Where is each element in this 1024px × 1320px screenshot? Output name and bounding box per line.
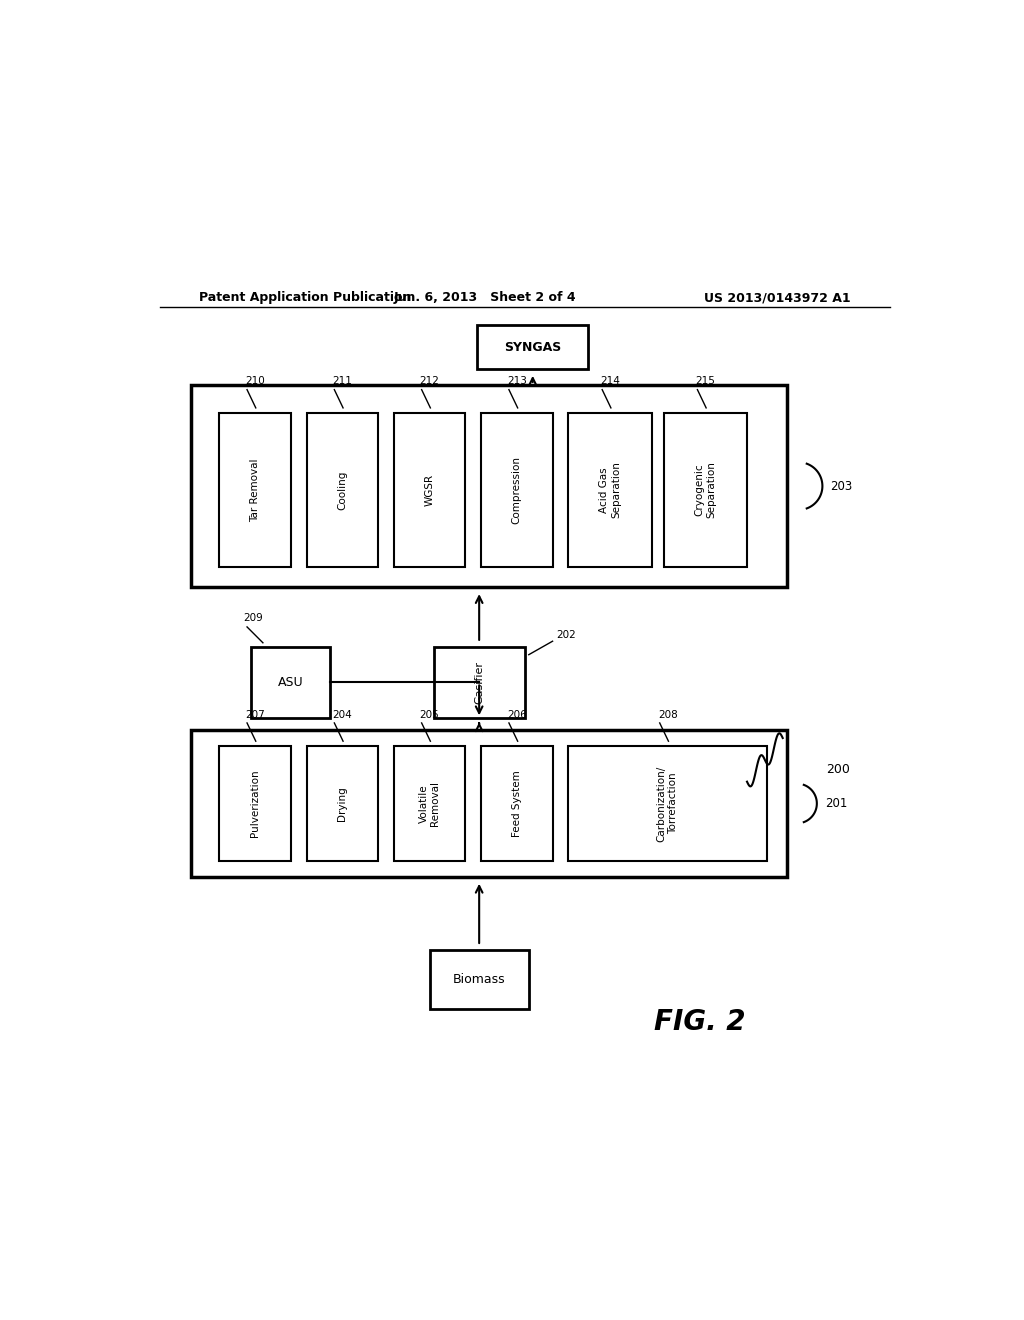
- Text: Drying: Drying: [337, 787, 347, 821]
- FancyBboxPatch shape: [481, 746, 553, 861]
- Text: 209: 209: [243, 612, 263, 623]
- Text: Biomass: Biomass: [453, 973, 506, 986]
- FancyBboxPatch shape: [394, 413, 465, 568]
- Text: FIG. 2: FIG. 2: [653, 1008, 745, 1036]
- Text: 210: 210: [245, 376, 265, 387]
- FancyBboxPatch shape: [191, 730, 786, 876]
- Text: 206: 206: [507, 710, 526, 719]
- FancyBboxPatch shape: [306, 413, 378, 568]
- FancyBboxPatch shape: [430, 950, 528, 1010]
- Text: 212: 212: [420, 376, 439, 387]
- Text: Feed System: Feed System: [512, 770, 522, 837]
- Text: 207: 207: [245, 710, 265, 719]
- Text: 204: 204: [333, 710, 352, 719]
- FancyBboxPatch shape: [219, 746, 291, 861]
- FancyBboxPatch shape: [251, 647, 331, 718]
- Text: Cryogenic
Separation: Cryogenic Separation: [694, 462, 716, 519]
- Text: Jun. 6, 2013   Sheet 2 of 4: Jun. 6, 2013 Sheet 2 of 4: [394, 292, 577, 304]
- Text: ASU: ASU: [278, 676, 303, 689]
- Text: 215: 215: [695, 376, 716, 387]
- Text: 214: 214: [600, 376, 621, 387]
- FancyBboxPatch shape: [477, 325, 588, 370]
- Text: Acid Gas
Separation: Acid Gas Separation: [599, 462, 621, 519]
- Text: 203: 203: [830, 479, 853, 492]
- Text: Compression: Compression: [512, 455, 522, 524]
- Text: 202: 202: [557, 630, 577, 640]
- Text: US 2013/0143972 A1: US 2013/0143972 A1: [703, 292, 850, 304]
- Text: Tar Removal: Tar Removal: [250, 458, 260, 521]
- FancyBboxPatch shape: [394, 746, 465, 861]
- FancyBboxPatch shape: [664, 413, 748, 568]
- Text: Cooling: Cooling: [337, 470, 347, 510]
- FancyBboxPatch shape: [481, 413, 553, 568]
- Text: Volatile
Removal: Volatile Removal: [419, 781, 440, 826]
- FancyBboxPatch shape: [568, 413, 652, 568]
- Text: 200: 200: [826, 763, 850, 776]
- Text: 201: 201: [824, 797, 847, 810]
- Text: WGSR: WGSR: [425, 474, 434, 506]
- FancyBboxPatch shape: [191, 385, 786, 587]
- Text: 205: 205: [420, 710, 439, 719]
- Text: 213: 213: [507, 376, 526, 387]
- Text: Patent Application Publication: Patent Application Publication: [200, 292, 412, 304]
- FancyBboxPatch shape: [219, 413, 291, 568]
- FancyBboxPatch shape: [306, 746, 378, 861]
- Text: Carbonization/
Torrefaction: Carbonization/ Torrefaction: [656, 766, 679, 842]
- Text: 208: 208: [657, 710, 678, 719]
- Text: Gasifier: Gasifier: [474, 661, 484, 704]
- FancyBboxPatch shape: [433, 647, 524, 718]
- Text: SYNGAS: SYNGAS: [504, 341, 561, 354]
- FancyBboxPatch shape: [568, 746, 767, 861]
- Text: Pulverization: Pulverization: [250, 770, 260, 837]
- Text: 211: 211: [333, 376, 352, 387]
